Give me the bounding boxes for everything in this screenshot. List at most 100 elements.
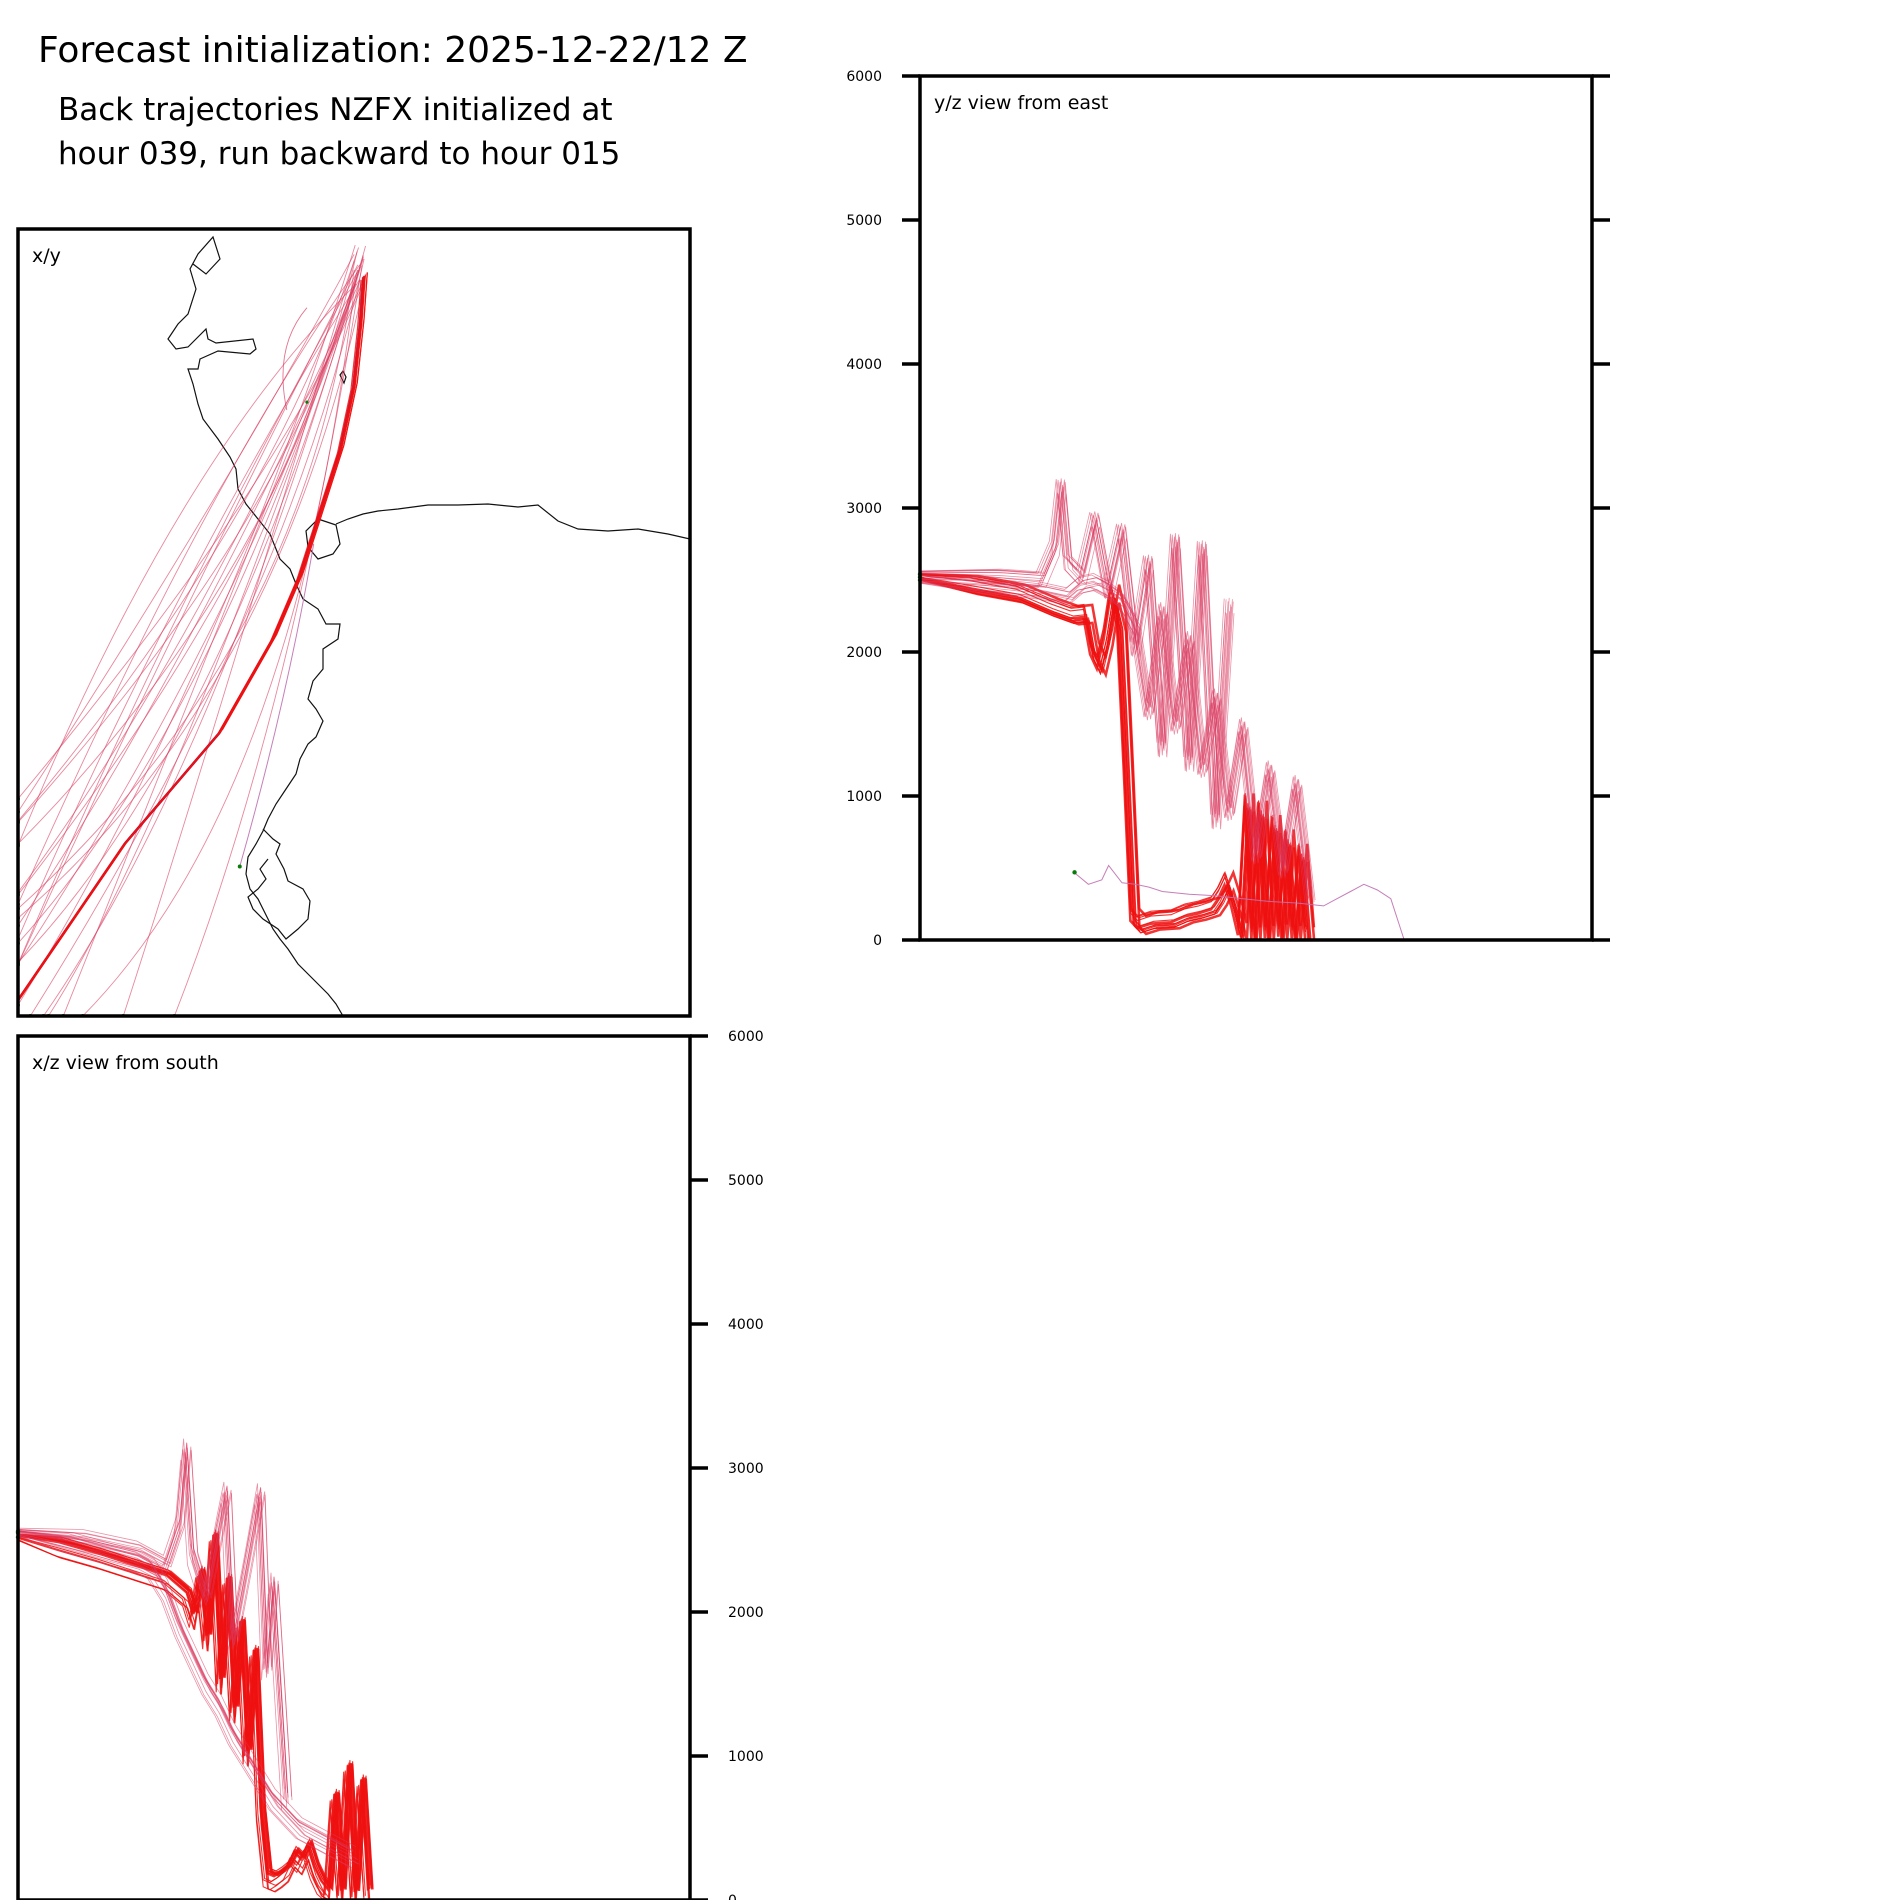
upper-bundle-line xyxy=(919,581,1315,903)
xy-trajectory-line xyxy=(29,258,365,1016)
panel-label: x/z view from south xyxy=(32,1052,219,1074)
main-bundle-line xyxy=(17,1534,369,1892)
y-tick-label: 5000 xyxy=(728,1173,764,1189)
xy-endpoint xyxy=(305,400,309,404)
upper-bundle-line xyxy=(17,1530,353,1852)
trajectories xyxy=(15,1438,374,1900)
y-tick-label: 3000 xyxy=(728,1461,764,1477)
xy-outlier-trajectory xyxy=(239,543,315,867)
coastline-island xyxy=(339,369,347,385)
xy-trajectory-line xyxy=(43,254,364,1016)
peak-bundle-line xyxy=(919,493,1228,830)
y-tick-label: 2000 xyxy=(728,1605,764,1621)
main-bundle-line xyxy=(17,1534,370,1893)
upper-bundle-line xyxy=(17,1529,356,1847)
xy-trajectory-line xyxy=(62,283,356,1016)
y-tick-label: 4000 xyxy=(728,1317,764,1333)
y-tick-label: 6000 xyxy=(728,1029,764,1045)
peak-bundle-line xyxy=(919,491,1230,828)
upper-bundle-line xyxy=(919,580,1316,901)
trajectories xyxy=(917,478,1405,941)
yz-panel: 0 1000 2000 3000 4000 5000 6000 y/z view from e… xyxy=(846,69,1610,949)
peak-bundle-line xyxy=(919,493,1235,830)
xz-panel: 0 1000 2000 3000 4000 5000 6000 x/z view from s… xyxy=(15,1029,764,1900)
xy-trajectory-line xyxy=(18,258,364,963)
y-tick-label: 0 xyxy=(873,933,882,949)
xy-trajectory-line xyxy=(18,283,357,846)
y-tick-label: 5000 xyxy=(846,213,882,229)
y-tick-label: 1000 xyxy=(728,1749,764,1765)
peak-bundle-line xyxy=(17,1447,289,1798)
peak-bundle-line xyxy=(919,479,1225,815)
upper-bundle-line xyxy=(919,581,1306,905)
xy-trajectory-line xyxy=(18,269,355,909)
xy-trajectory-line xyxy=(18,279,360,940)
xy-trajectory-line xyxy=(18,264,359,965)
y-tick-label: 1000 xyxy=(846,789,882,805)
xy-main-trajectory xyxy=(18,279,362,1001)
xy-trajectory-line xyxy=(18,278,365,926)
outlier-line xyxy=(1074,864,1405,941)
xy-panel-label: x/y xyxy=(32,245,61,267)
xy-trajectories xyxy=(18,244,368,1016)
xy-trajectory-line xyxy=(82,281,356,1016)
xy-panel: x/y xyxy=(16,227,692,1018)
xy-trajectory-line xyxy=(48,256,364,1016)
forecast-title: Forecast initialization: 2025-12-22/12 Z xyxy=(38,30,748,71)
upper-bundle-line xyxy=(17,1534,354,1865)
upper-bundle-line xyxy=(17,1531,353,1854)
upper-bundle-line xyxy=(17,1530,354,1851)
xy-main-trajectory xyxy=(18,276,365,1001)
xy-trajectory-loop xyxy=(282,307,308,411)
y-tick-label: 0 xyxy=(728,1893,737,1900)
upper-bundle-line xyxy=(17,1534,359,1865)
panel-label: y/z view from east xyxy=(934,92,1108,114)
y-tick-label: 4000 xyxy=(846,357,882,373)
main-bundle-line xyxy=(17,1530,374,1889)
coastline xyxy=(167,235,344,1016)
main-bundle-line xyxy=(919,574,1307,930)
peak-bundle-line xyxy=(17,1452,287,1803)
peak-bundle-line xyxy=(17,1450,293,1801)
peak-bundle-line xyxy=(919,479,1227,816)
y-tick-label: 6000 xyxy=(846,69,882,85)
coastline-south xyxy=(247,828,311,940)
peak-bundle-line xyxy=(919,487,1232,823)
xy-trajectory-line xyxy=(18,280,361,893)
xy-trajectory-line xyxy=(18,251,358,896)
chart-subtitle: Back trajectories NZFX initialized at ho… xyxy=(58,88,620,176)
peak-bundle-line xyxy=(17,1459,282,1810)
upper-bundle-line xyxy=(17,1529,351,1848)
y-tick-label: 2000 xyxy=(846,645,882,661)
coastline-east xyxy=(335,503,690,540)
main-bundle-line xyxy=(17,1532,370,1890)
coastline-inlet xyxy=(305,518,341,560)
peak-bundle-line xyxy=(919,484,1231,821)
panel-frame xyxy=(16,1034,692,1900)
xy-endpoint xyxy=(237,864,242,869)
xy-trajectory-line xyxy=(174,265,363,1016)
peak-bundle-line xyxy=(919,478,1230,814)
subtitle-line-1: Back trajectories NZFX initialized at xyxy=(58,92,613,128)
xy-main-trajectory xyxy=(20,272,368,997)
y-tick-label: 3000 xyxy=(846,501,882,517)
xy-trajectory-line xyxy=(18,245,366,845)
upper-bundle-line xyxy=(17,1533,359,1861)
xy-trajectory-line xyxy=(18,278,366,800)
xy-trajectory-line xyxy=(18,272,358,944)
panel-frame xyxy=(918,74,1594,942)
trajectory-endpoint xyxy=(1072,870,1077,875)
upper-bundle-line xyxy=(17,1535,350,1868)
xy-trajectory-line xyxy=(18,254,355,813)
xy-trajectory-line xyxy=(18,244,356,1006)
upper-bundle-line xyxy=(17,1534,360,1865)
xy-endpoints xyxy=(18,400,309,1016)
peak-bundle-line xyxy=(17,1438,285,1789)
xy-main-trajectory xyxy=(20,272,368,997)
upper-bundle-line xyxy=(17,1535,352,1868)
xy-trajectory-line xyxy=(18,247,359,822)
main-bundle-line xyxy=(17,1536,366,1898)
main-bundle-line xyxy=(919,577,1311,941)
xy-trajectory-line xyxy=(18,269,359,965)
peak-bundle-line xyxy=(919,481,1229,818)
